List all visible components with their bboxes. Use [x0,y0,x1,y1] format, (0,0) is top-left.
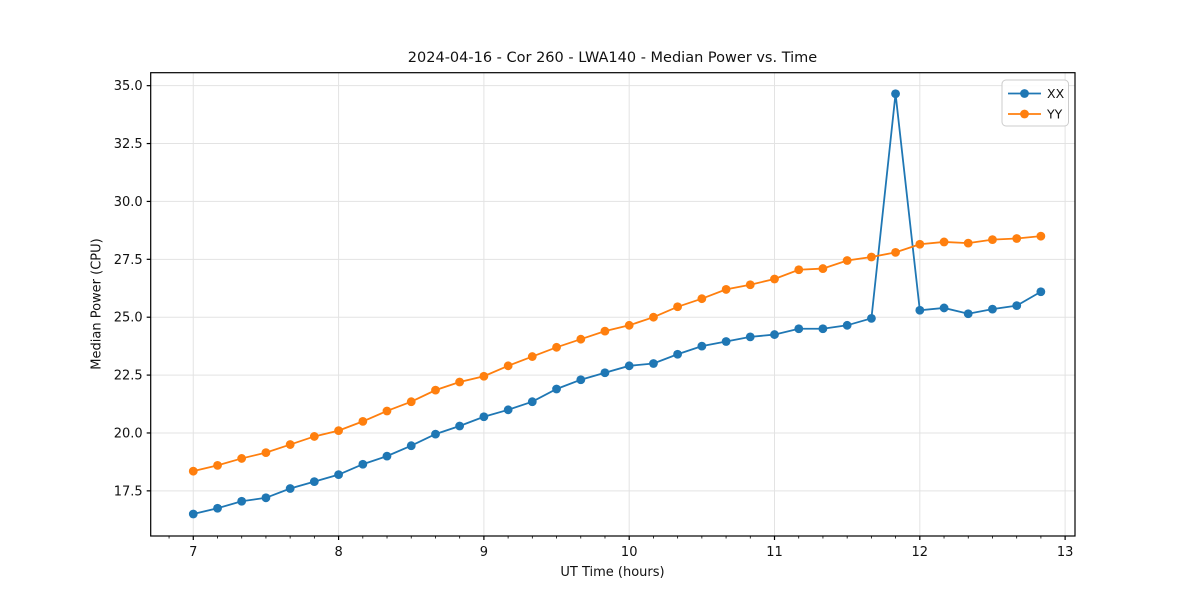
series-line-XX [193,93,1042,515]
x-tick-label: 7 [189,545,197,560]
data-point-XX [213,503,222,513]
y-tick-label: 22.5 [114,369,143,384]
data-point-XX [721,337,731,346]
x-tick-label: 9 [480,545,488,560]
legend-label-XX: XX [1047,86,1065,101]
data-point-YY [600,326,610,336]
legend-marker-XX [1020,89,1029,98]
data-point-XX [1036,287,1046,297]
data-point-XX [818,324,828,334]
data-point-XX [988,304,997,314]
data-point-XX [842,320,852,330]
x-axis-label: UT Time (hours) [560,565,665,580]
data-point-YY [770,274,779,284]
data-point-YY [939,237,949,247]
data-point-XX [334,470,343,480]
data-point-YY [334,426,343,436]
data-point-YY [842,256,852,265]
data-point-XX [382,451,392,461]
data-point-XX [939,303,949,313]
data-point-XX [552,384,561,394]
data-point-XX [358,459,368,469]
data-point-YY [309,432,319,441]
y-tick-label: 27.5 [114,253,143,268]
data-point-XX [188,509,198,519]
data-point-XX [915,305,925,315]
data-point-XX [455,421,465,431]
data-point-XX [479,412,489,422]
data-point-YY [188,466,198,476]
x-tick-label: 8 [334,545,342,560]
data-point-YY [382,406,392,416]
y-tick-label: 32.5 [114,137,143,152]
data-point-YY [963,238,973,248]
data-point-XX [867,313,876,323]
plot-border [150,72,1076,537]
data-point-XX [600,368,610,378]
data-point-XX [261,493,271,503]
data-point-YY [673,302,682,312]
data-point-YY [794,265,804,275]
data-point-YY [503,361,513,371]
data-point-YY [406,397,416,407]
y-tick-label: 35.0 [114,79,143,94]
data-point-XX [237,496,247,506]
legend-marker-YY [1020,109,1029,119]
data-point-YY [1036,231,1046,241]
data-point-YY [624,320,634,330]
data-point-YY [891,247,900,257]
data-point-XX [1012,301,1022,311]
data-point-XX [624,361,634,371]
data-point-XX [309,477,319,486]
data-point-XX [285,484,295,493]
data-point-YY [721,285,731,294]
data-point-YY [818,264,828,273]
data-point-XX [794,324,804,334]
data-point-YY [1012,234,1022,243]
y-tick-label: 25.0 [114,311,143,326]
x-tick-label: 13 [1057,545,1074,560]
data-point-YY [552,342,561,352]
data-point-YY [867,252,876,262]
data-point-YY [745,280,755,290]
y-tick-label: 30.0 [114,195,143,210]
legend-label-YY: YY [1046,107,1063,122]
data-point-XX [770,330,779,339]
data-point-YY [285,440,295,449]
data-point-XX [503,405,513,415]
series-line-YY [193,235,1041,473]
chart-title: 2024-04-16 - Cor 260 - LWA140 - Median P… [407,50,818,66]
data-point-YY [576,334,586,344]
data-point-XX [697,341,707,351]
y-axis-label: Median Power (CPU) [89,238,105,370]
data-point-YY [915,239,925,249]
data-point-XX [745,332,755,342]
data-point-YY [261,448,271,458]
data-point-XX [406,441,416,451]
data-point-XX [963,309,973,319]
data-point-YY [527,352,537,361]
data-point-YY [697,294,707,304]
data-point-YY [455,377,465,387]
data-point-YY [358,416,368,426]
data-point-XX [576,375,586,385]
data-point-XX [673,349,682,359]
x-tick-label: 11 [766,545,783,560]
y-tick-label: 17.5 [114,484,143,499]
data-point-YY [237,454,247,463]
data-point-YY [988,235,997,245]
data-point-XX [891,89,900,99]
data-point-YY [431,385,440,395]
data-point-YY [649,312,658,322]
data-point-YY [213,460,222,470]
data-point-XX [527,397,537,407]
data-point-XX [431,429,440,439]
x-tick-label: 12 [912,545,929,560]
data-point-YY [479,371,489,381]
data-point-XX [649,359,658,368]
y-tick-label: 20.0 [114,426,143,441]
x-tick-label: 10 [621,545,638,560]
